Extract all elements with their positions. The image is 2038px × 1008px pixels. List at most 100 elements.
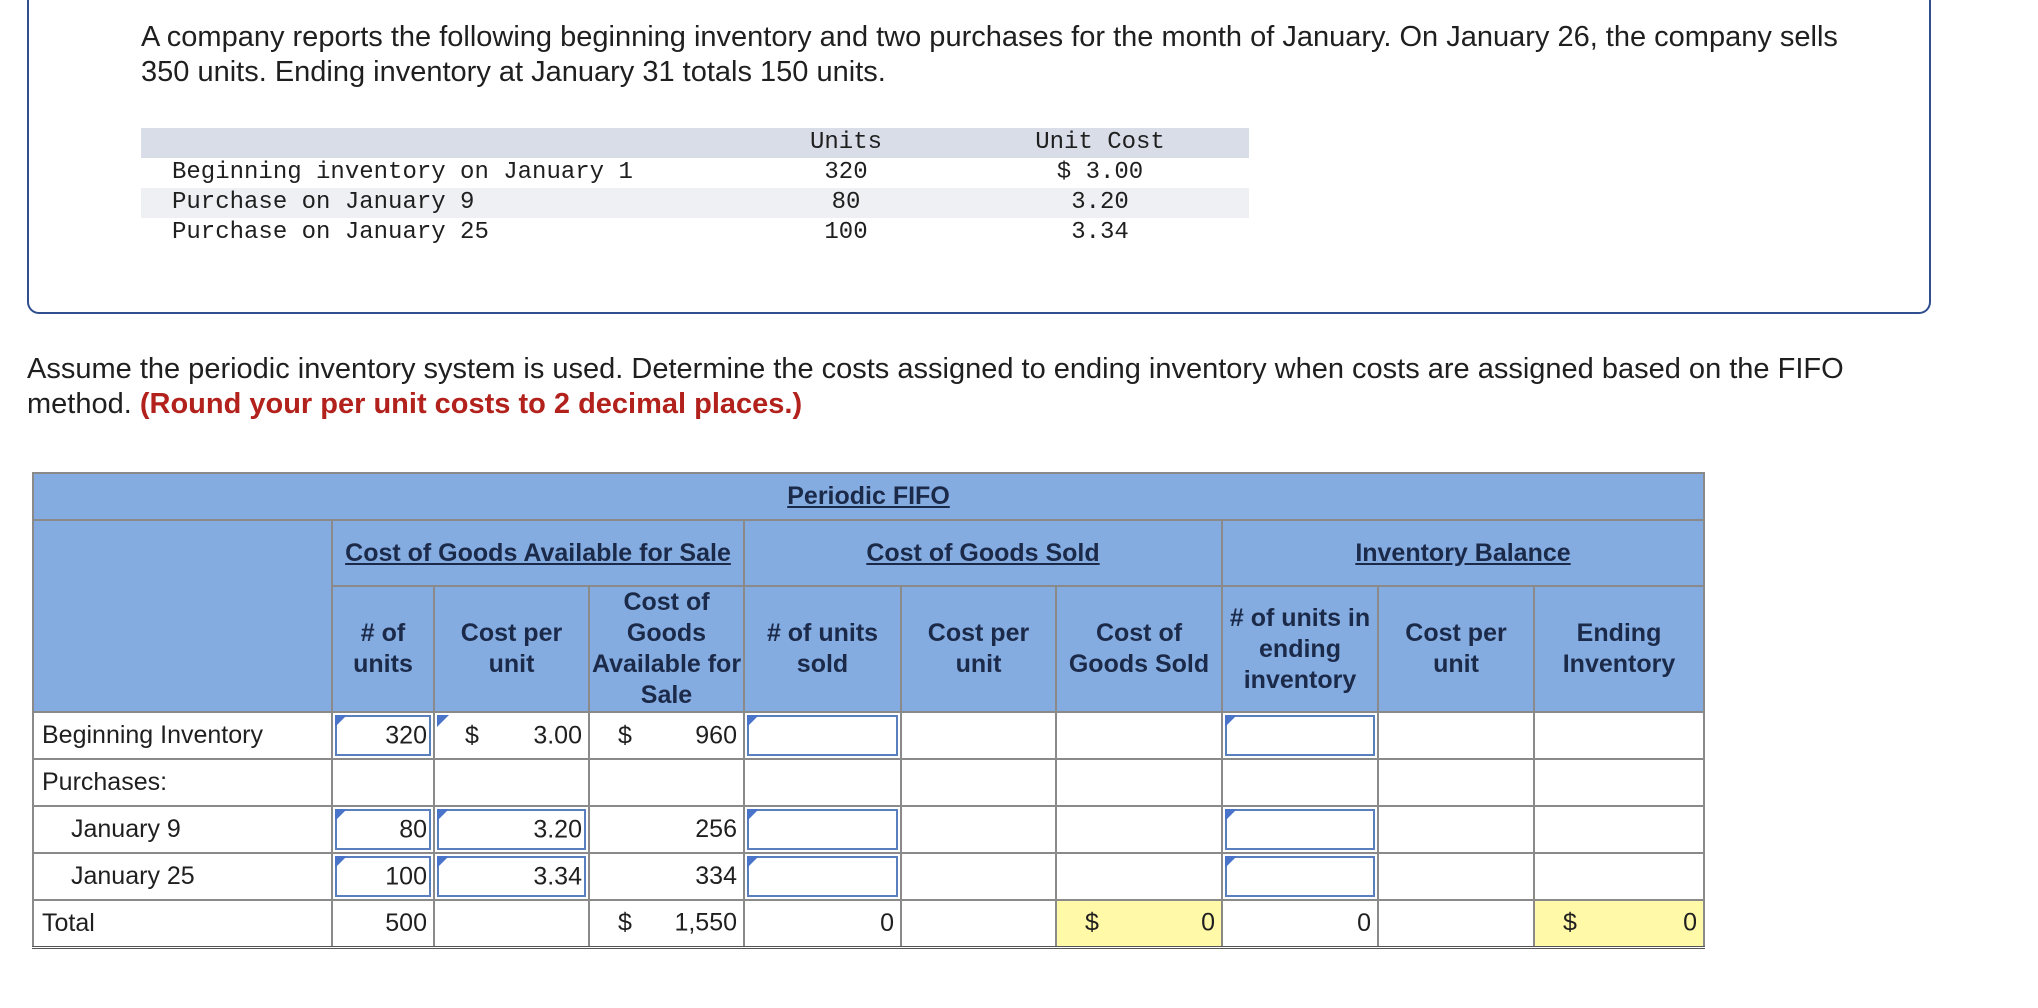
jan25-end-units-input[interactable] [1221,852,1379,901]
inventory-header-unit-cost: Unit Cost [951,128,1249,158]
jan9-end-units-input[interactable] [1221,805,1379,854]
blank-cell [1377,805,1535,854]
row-label-purchases: Purchases: [32,758,333,807]
blank-cell [1533,805,1705,854]
total-units: 500 [331,899,435,949]
fifo-column-row: # of units Cost per unit Cost of Goods A… [33,585,1705,713]
inventory-header-row: Units Unit Cost [141,128,1249,158]
col-avail-units: # of units [331,585,435,713]
total-cost-sign: $ [618,908,632,937]
total-end-inv: $0 [1533,899,1705,949]
total-sold-cost-value: 0 [1201,908,1215,937]
beginning-units-value: 320 [385,721,427,749]
blank-cell [1055,852,1223,901]
blank-cell [1377,852,1535,901]
inventory-units: 320 [741,158,951,188]
blank-cell [900,899,1057,949]
beginning-sold-units-input[interactable] [743,711,902,760]
inventory-header-units: Units [741,128,951,158]
total-sold-cost: $0 [1055,899,1223,949]
inventory-cost: $ 3.00 [951,158,1249,188]
inventory-desc: Purchase on January 25 [141,218,741,248]
blank-cell [1533,852,1705,901]
inventory-cost: 3.20 [951,188,1249,218]
jan25-units-value: 100 [385,862,427,890]
jan9-sold-units-input[interactable] [743,805,902,854]
blank-cell [1377,758,1535,807]
table-row-total: Total 500 $1,550 0 $0 0 $0 [32,899,1705,949]
blank-cell [900,758,1057,807]
inventory-row: Purchase on January 25 100 3.34 [141,218,1249,248]
beginning-cpu-sign: $ [465,721,479,749]
jan9-cpu-value: 3.20 [533,815,582,843]
instructions-emphasis: (Round your per unit costs to 2 decimal … [139,388,803,420]
inventory-desc: Purchase on January 9 [141,188,741,218]
blank-cell [331,758,435,807]
inventory-row: Purchase on January 9 80 3.20 [141,188,1249,218]
jan25-units-input[interactable]: 100 [331,852,435,901]
group-available: Cost of Goods Available for Sale [331,519,745,587]
beginning-end-units-input[interactable] [1221,711,1379,760]
col-avail-cpu: Cost per unit [433,585,590,713]
blank-cell [1377,899,1535,949]
inventory-row: Beginning inventory on January 1 320 $ 3… [141,158,1249,188]
question-text: A company reports the following beginnin… [141,21,1838,88]
table-row: January 25 100 3.34 334 [32,852,1705,901]
blank-cell [900,852,1057,901]
blank-cell [1533,758,1705,807]
col-avail-cost: Cost of Goods Available for Sale [588,585,745,713]
beginning-sold-cost [1055,711,1223,760]
fifo-title-text: Periodic FIFO [787,482,950,510]
group-balance: Inventory Balance [1221,519,1705,587]
blank-cell [433,758,590,807]
blank-cell [900,805,1057,854]
row-label-jan25: January 25 [32,852,333,901]
table-row: January 9 80 3.20 256 [32,805,1705,854]
inventory-units: 100 [741,218,951,248]
fifo-table: Periodic FIFO Cost of Goods Available fo… [32,472,1705,949]
beginning-cpu-input[interactable]: $3.00 [433,711,590,760]
blank-cell [588,758,745,807]
fifo-group-row: Cost of Goods Available for Sale Cost of… [32,519,1705,713]
total-end-units: 0 [1221,899,1379,949]
jan25-sold-units-input[interactable] [743,852,902,901]
table-row: Beginning Inventory 320 $3.00 $960 [32,711,1705,760]
total-cost: $1,550 [588,899,745,949]
jan9-cpu-input[interactable]: 3.20 [433,805,590,854]
beginning-units-input[interactable]: 320 [331,711,435,760]
blank-cell [433,899,590,949]
instructions: Assume the periodic inventory system is … [27,352,1927,422]
group-sold: Cost of Goods Sold [743,519,1223,587]
inventory-header-desc [141,128,741,158]
col-sold-cost: Cost of Goods Sold [1055,585,1223,713]
beginning-sold-cpu [900,711,1057,760]
beginning-cost-sign: $ [618,721,632,749]
jan9-units-value: 80 [399,815,427,843]
total-sold-cost-sign: $ [1085,908,1099,937]
table-row: Purchases: [32,758,1705,807]
total-sold-units: 0 [743,899,902,949]
jan25-cpu-value: 3.34 [533,862,582,890]
blank-cell [1055,805,1223,854]
blank-cell [743,758,902,807]
jan25-cpu-input[interactable]: 3.34 [433,852,590,901]
total-cost-value: 1,550 [674,908,737,937]
col-end-inv: Ending Inventory [1533,585,1705,713]
fifo-title: Periodic FIFO [32,472,1705,521]
beginning-cost: $960 [588,711,745,760]
col-sold-units: # of units sold [743,585,902,713]
total-end-inv-value: 0 [1683,908,1697,937]
total-end-inv-sign: $ [1563,908,1577,937]
beginning-cost-value: 960 [695,721,737,749]
instructions-text: Assume the periodic inventory system is … [27,353,1844,420]
question-box: A company reports the following beginnin… [27,0,1931,314]
beginning-cpu-value: 3.00 [533,721,582,749]
col-end-cpu: Cost per unit [1377,585,1535,713]
inventory-table: Units Unit Cost Beginning inventory on J… [141,128,1249,248]
group-sold-text: Cost of Goods Sold [866,538,1100,567]
jan9-units-input[interactable]: 80 [331,805,435,854]
fifo-title-row: Periodic FIFO [32,472,1705,521]
row-label-jan9: January 9 [32,805,333,854]
group-balance-text: Inventory Balance [1355,538,1571,567]
